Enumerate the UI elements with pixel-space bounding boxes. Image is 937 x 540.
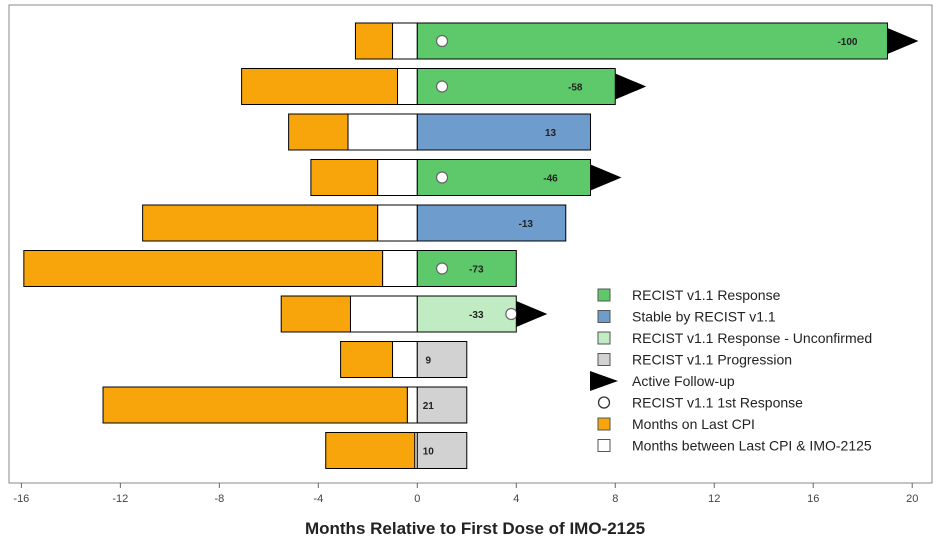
legend-swatch bbox=[597, 353, 611, 366]
best-response-label: -73 bbox=[469, 265, 484, 276]
treatment-bar bbox=[416, 204, 567, 242]
best-response-label: -33 bbox=[469, 310, 484, 321]
between-bar bbox=[392, 22, 418, 60]
best-response-label: 13 bbox=[545, 128, 557, 139]
last-cpi-bar bbox=[325, 432, 416, 469]
bars-layer: -100 -58 13 -46 -13 -73 -33 9 21 10 bbox=[23, 22, 919, 469]
active-followup-arrow bbox=[887, 28, 919, 54]
patient-row: -13 bbox=[142, 204, 567, 242]
x-tick-label: -12 bbox=[112, 493, 128, 505]
legend-entry: Active Follow-up bbox=[590, 371, 735, 391]
first-response-marker bbox=[505, 307, 518, 321]
legend-label: Active Follow-up bbox=[632, 373, 735, 389]
legend-arrow-icon bbox=[590, 371, 618, 391]
patient-row: -58 bbox=[241, 68, 647, 105]
x-tick-label: 4 bbox=[513, 493, 519, 505]
best-response-label: -58 bbox=[568, 83, 583, 94]
last-cpi-bar bbox=[142, 204, 379, 242]
patient-row: 9 bbox=[340, 341, 468, 378]
patient-row: -33 bbox=[280, 295, 548, 333]
legend-swatch bbox=[597, 288, 611, 302]
last-cpi-bar bbox=[340, 341, 394, 378]
treatment-bar bbox=[416, 386, 468, 424]
best-response-label: -100 bbox=[837, 37, 857, 48]
legend-label: Months on Last CPI bbox=[632, 416, 755, 432]
best-response-label: 10 bbox=[423, 447, 435, 458]
between-bar bbox=[382, 250, 418, 287]
legend-entry: Months on Last CPI bbox=[597, 416, 755, 432]
last-cpi-bar bbox=[23, 250, 384, 287]
last-cpi-bar bbox=[280, 295, 351, 333]
legend-label: Stable by RECIST v1.1 bbox=[632, 309, 776, 325]
best-response-label: 21 bbox=[423, 401, 435, 412]
legend-entry: Stable by RECIST v1.1 bbox=[597, 309, 776, 325]
between-bar bbox=[392, 341, 418, 378]
first-response-marker bbox=[435, 34, 449, 48]
patient-row: 10 bbox=[325, 432, 468, 469]
active-followup-arrow bbox=[615, 73, 647, 100]
last-cpi-bar bbox=[102, 386, 408, 424]
last-cpi-bar bbox=[310, 159, 379, 196]
x-tick-label: 12 bbox=[708, 493, 720, 505]
patient-row: -73 bbox=[23, 250, 517, 287]
x-tick-label: -16 bbox=[13, 493, 29, 505]
x-tick-label: 20 bbox=[906, 493, 918, 505]
last-cpi-bar bbox=[354, 22, 394, 60]
between-bar bbox=[377, 159, 418, 196]
patient-row: 21 bbox=[102, 386, 468, 424]
first-response-marker bbox=[435, 80, 449, 93]
patient-row: -100 bbox=[354, 22, 919, 60]
last-cpi-bar bbox=[288, 113, 349, 151]
legend-label: Months between Last CPI & IMO-2125 bbox=[632, 438, 872, 454]
legend-entry: RECIST v1.1 Response - Unconfirmed bbox=[597, 330, 872, 346]
treatment-bar bbox=[416, 295, 517, 333]
treatment-bar bbox=[416, 432, 468, 469]
active-followup-arrow bbox=[590, 164, 622, 191]
legend-swatch bbox=[597, 331, 611, 345]
x-tick-label: 16 bbox=[807, 493, 819, 505]
best-response-label: 9 bbox=[426, 356, 432, 367]
first-response-marker bbox=[435, 171, 449, 184]
treatment-bar bbox=[416, 250, 517, 287]
between-bar bbox=[397, 68, 418, 105]
x-tick-label: -4 bbox=[313, 493, 323, 505]
legend-label: RECIST v1.1 1st Response bbox=[632, 395, 803, 411]
legend-label: RECIST v1.1 Response bbox=[632, 287, 781, 303]
best-response-label: -13 bbox=[519, 219, 534, 230]
treatment-bar bbox=[416, 68, 616, 105]
active-followup-arrow bbox=[516, 301, 548, 327]
legend-label: RECIST v1.1 Response - Unconfirmed bbox=[632, 330, 872, 346]
patient-row: -46 bbox=[310, 159, 622, 196]
treatment-bar bbox=[416, 113, 592, 151]
x-tick-label: 8 bbox=[612, 493, 618, 505]
legend: RECIST v1.1 Response Stable by RECIST v1.… bbox=[590, 287, 872, 454]
x-axis: -16 -12 -8 -4 0 4 8 12 16 20 bbox=[13, 483, 918, 505]
between-bar bbox=[406, 386, 418, 424]
legend-swatch bbox=[597, 439, 611, 452]
between-bar bbox=[347, 113, 418, 151]
legend-entry: Months between Last CPI & IMO-2125 bbox=[597, 438, 872, 454]
x-tick-label: -8 bbox=[214, 493, 224, 505]
treatment-bar bbox=[416, 341, 468, 378]
legend-entry: RECIST v1.1 Response bbox=[597, 287, 781, 303]
legend-circle-icon bbox=[597, 396, 611, 409]
legend-swatch bbox=[597, 417, 611, 431]
patient-row: 13 bbox=[288, 113, 592, 151]
legend-label: RECIST v1.1 Progression bbox=[632, 352, 792, 368]
between-bar bbox=[377, 204, 418, 242]
x-axis-title: Months Relative to First Dose of IMO-212… bbox=[305, 519, 645, 538]
first-response-marker bbox=[435, 262, 449, 275]
between-bar bbox=[349, 295, 418, 333]
best-response-label: -46 bbox=[543, 174, 558, 185]
legend-entry: RECIST v1.1 1st Response bbox=[597, 395, 803, 411]
last-cpi-bar bbox=[241, 68, 399, 105]
x-tick-label: 0 bbox=[414, 493, 420, 505]
legend-swatch bbox=[597, 310, 611, 323]
treatment-bar bbox=[416, 22, 888, 60]
legend-entry: RECIST v1.1 Progression bbox=[597, 352, 792, 368]
